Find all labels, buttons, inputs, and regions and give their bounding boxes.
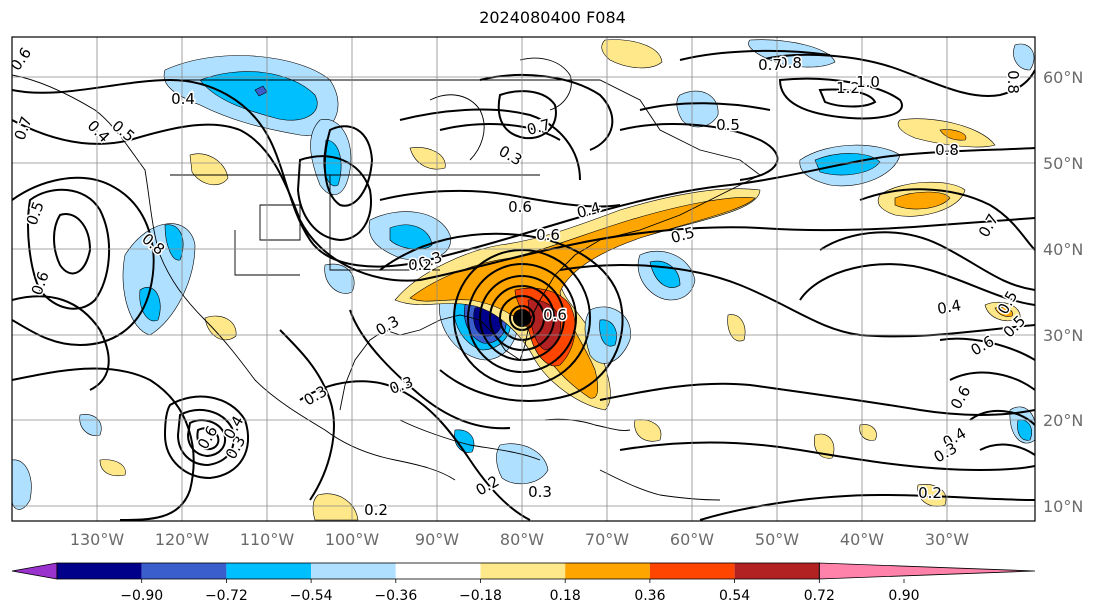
map-frame bbox=[11, 36, 1036, 522]
longitude-label: 100°W bbox=[325, 530, 380, 549]
contour-label: 0.5 bbox=[716, 116, 740, 134]
longitude-label: 70°W bbox=[585, 530, 629, 549]
latitude-label: 30°N bbox=[1043, 326, 1083, 345]
colorbar-extend-max bbox=[818, 562, 1036, 580]
latitude-label: 40°N bbox=[1043, 240, 1083, 259]
colorbar-segment bbox=[311, 563, 396, 579]
contour-label: 0.8 bbox=[935, 141, 959, 159]
longitude-label: 40°W bbox=[840, 530, 884, 549]
contour-lines bbox=[12, 49, 1035, 521]
contour-label: 0.4 bbox=[171, 90, 195, 108]
longitude-label: 110°W bbox=[240, 530, 295, 549]
colorbar-tick-label: −0.90 bbox=[120, 588, 163, 604]
contour-label: 0.8 bbox=[1004, 70, 1022, 94]
colorbar-tick-label: 0.18 bbox=[550, 588, 581, 604]
contour-label: 0.8 bbox=[778, 54, 802, 72]
colorbar-extend-min bbox=[11, 562, 58, 580]
colorbar-tick-label: −0.54 bbox=[290, 588, 333, 604]
colorbar-tick-label: 0.72 bbox=[804, 588, 835, 604]
colorbar-tick-label: 0.90 bbox=[888, 588, 919, 604]
colorbar-segment bbox=[734, 563, 820, 579]
shaded-field bbox=[12, 39, 1035, 521]
contour-label: 0.2 bbox=[364, 501, 388, 519]
latitude-label: 60°N bbox=[1043, 68, 1083, 87]
colorbar-segment bbox=[226, 563, 312, 579]
latitude-label: 10°N bbox=[1043, 497, 1083, 516]
longitude-label: 90°W bbox=[415, 530, 459, 549]
coastlines bbox=[12, 57, 761, 501]
contour-label: 0.6 bbox=[536, 226, 560, 244]
colorbar-tick-label: −0.36 bbox=[374, 588, 417, 604]
colorbar-segment bbox=[395, 563, 481, 579]
colorbar-tick-label: −0.72 bbox=[205, 588, 248, 604]
colorbar-segment bbox=[565, 563, 650, 579]
longitude-label: 80°W bbox=[500, 530, 544, 549]
longitude-axis: 130°W 120°W 110°W 100°W 90°W 80°W 70°W 60°W 50°W… bbox=[70, 530, 969, 549]
contour-label: 0.7 bbox=[758, 56, 782, 74]
colorbar-segment bbox=[649, 563, 735, 579]
contour-label: 0.2 bbox=[408, 256, 432, 274]
latitude-axis: 60°N 50°N 40°N 30°N 20°N 10°N bbox=[1043, 68, 1083, 516]
colorbar-segment bbox=[141, 563, 227, 579]
contour-label: 1.2 bbox=[836, 79, 860, 97]
longitude-label: 30°W bbox=[925, 530, 969, 549]
gridlines bbox=[12, 37, 1035, 521]
colorbar-segment bbox=[57, 563, 142, 579]
contour-label: 0.2 bbox=[918, 484, 942, 502]
contour-label: 1.0 bbox=[856, 73, 880, 91]
contour-label: 0.3 bbox=[528, 483, 552, 501]
colorbar-tick-label: 0.36 bbox=[634, 588, 665, 604]
longitude-label: 50°W bbox=[755, 530, 799, 549]
latitude-label: 20°N bbox=[1043, 411, 1083, 430]
latitude-label: 50°N bbox=[1043, 154, 1083, 173]
colorbar: −0.90 −0.72 −0.54 −0.36 −0.18 0.18 0.36 0.54 0.7… bbox=[11, 562, 1036, 604]
contour-label: 0.6 bbox=[543, 306, 567, 324]
contour-label: 0.6 bbox=[508, 198, 532, 216]
contour-label: 0.4 bbox=[575, 198, 603, 222]
longitude-label: 120°W bbox=[155, 530, 210, 549]
colorbar-tick-label: −0.18 bbox=[459, 588, 502, 604]
longitude-label: 130°W bbox=[70, 530, 125, 549]
colorbar-tick-label: 0.54 bbox=[719, 588, 750, 604]
colorbar-segment bbox=[480, 563, 566, 579]
contour-label: 0.4 bbox=[936, 296, 963, 318]
longitude-label: 60°W bbox=[670, 530, 714, 549]
colorbar-outline bbox=[56, 562, 820, 580]
map-title: 2024080400 F084 bbox=[479, 8, 626, 27]
